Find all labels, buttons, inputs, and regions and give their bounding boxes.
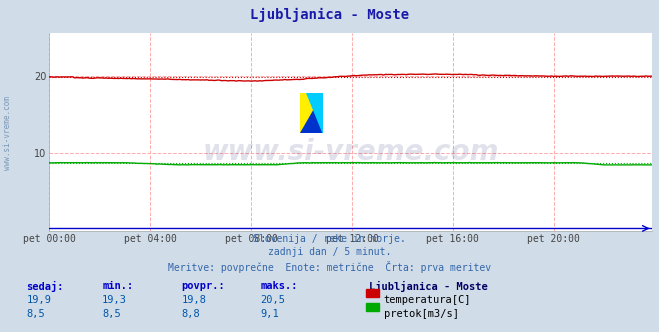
Text: povpr.:: povpr.:: [181, 281, 225, 290]
Text: www.si-vreme.com: www.si-vreme.com: [203, 138, 499, 166]
Text: Ljubljanica - Moste: Ljubljanica - Moste: [369, 281, 488, 291]
Text: maks.:: maks.:: [260, 281, 298, 290]
Text: 8,8: 8,8: [181, 309, 200, 319]
Polygon shape: [300, 93, 323, 133]
Text: Ljubljanica - Moste: Ljubljanica - Moste: [250, 8, 409, 23]
Text: www.si-vreme.com: www.si-vreme.com: [3, 96, 13, 170]
Text: 19,3: 19,3: [102, 295, 127, 305]
Polygon shape: [307, 93, 323, 133]
Text: 8,5: 8,5: [102, 309, 121, 319]
Text: min.:: min.:: [102, 281, 133, 290]
Text: 8,5: 8,5: [26, 309, 45, 319]
Polygon shape: [300, 93, 323, 133]
Text: Meritve: povprečne  Enote: metrične  Črta: prva meritev: Meritve: povprečne Enote: metrične Črta:…: [168, 261, 491, 273]
Text: zadnji dan / 5 minut.: zadnji dan / 5 minut.: [268, 247, 391, 257]
Text: 9,1: 9,1: [260, 309, 279, 319]
Text: pretok[m3/s]: pretok[m3/s]: [384, 309, 459, 319]
Text: 19,9: 19,9: [26, 295, 51, 305]
Text: temperatura[C]: temperatura[C]: [384, 295, 471, 305]
Text: sedaj:: sedaj:: [26, 281, 64, 291]
Text: 19,8: 19,8: [181, 295, 206, 305]
Text: 20,5: 20,5: [260, 295, 285, 305]
Text: Slovenija / reke in morje.: Slovenija / reke in morje.: [253, 234, 406, 244]
